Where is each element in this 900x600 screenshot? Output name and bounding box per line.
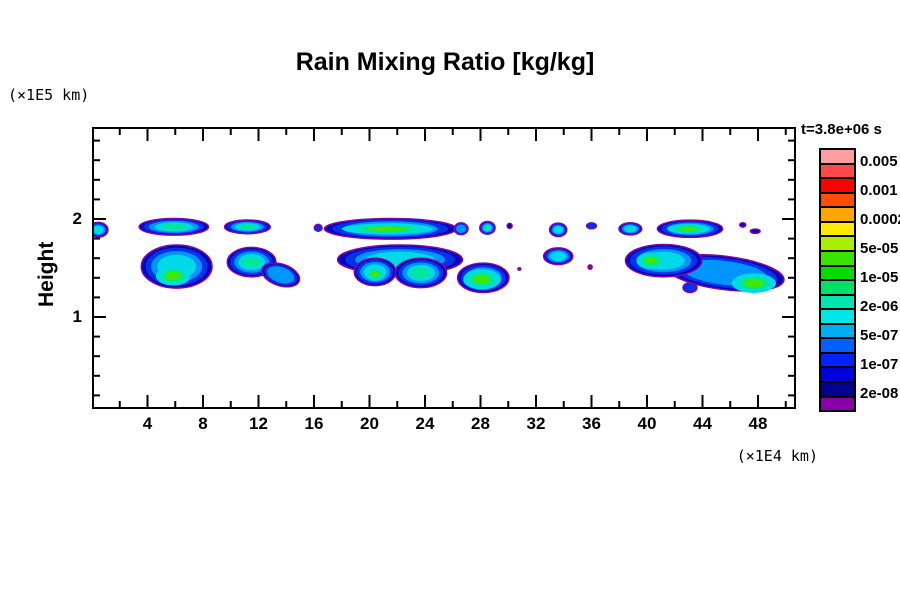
y-axis-unit-label: (×1E5 km) [8, 86, 90, 104]
rain-cell-blob [314, 224, 322, 231]
colorbar [819, 148, 856, 412]
colorbar-label: 0.0002 [860, 211, 900, 229]
rain-cell-blob [242, 256, 261, 268]
colorbar-label: 5e-07 [860, 326, 899, 344]
plot-frame [92, 127, 796, 409]
colorbar-cell [821, 235, 854, 250]
y-tick-label: 2 [72, 209, 82, 228]
x-tick-label: 24 [415, 414, 435, 433]
rain-field [93, 217, 785, 294]
rain-cell-blob [624, 225, 637, 233]
y-tick-label: 1 [72, 307, 82, 326]
x-tick-label: 44 [693, 414, 712, 433]
colorbar-cell [821, 308, 854, 323]
x-tick-label: 8 [198, 414, 208, 433]
chart-title: Rain Mixing Ratio [kg/kg] [295, 48, 595, 76]
rain-cell-blob [683, 283, 697, 292]
rain-cell-blob [160, 223, 188, 231]
colorbar-cell [821, 381, 854, 396]
colorbar-cell [821, 206, 854, 221]
colorbar-cell [821, 279, 854, 294]
colorbar-cell [821, 322, 854, 338]
colorbar-cell [821, 395, 854, 411]
rain-cell-blob [744, 278, 764, 288]
rain-cell-blob [553, 226, 563, 234]
colorbar-cell [821, 337, 854, 352]
rain-cell-blob [644, 256, 658, 265]
rain-cell-blob [550, 251, 567, 261]
rain-cell-blob [93, 225, 104, 234]
x-tick-label: 48 [748, 414, 768, 433]
colorbar-label: 2e-08 [860, 384, 899, 402]
rain-cell-blob [484, 225, 491, 231]
rain-cell-blob [165, 271, 181, 281]
x-tick-label: 12 [249, 414, 268, 433]
rain-cell-blob [749, 228, 761, 235]
colorbar-label: 1e-05 [860, 269, 899, 286]
rain-cell-blob [370, 270, 380, 277]
colorbar-cell [821, 162, 854, 178]
x-tick-label: 16 [304, 414, 324, 433]
x-tick-label: 32 [526, 414, 546, 433]
x-tick-label: 36 [582, 414, 601, 433]
colorbar-cell [821, 220, 854, 236]
legend-time-label: t=3.8e+06 s [801, 121, 882, 138]
colorbar-cell [821, 293, 854, 309]
rain-cell-blob [587, 223, 596, 229]
colorbar-cell [821, 249, 854, 265]
x-axis-unit-label: (×1E4 km) [736, 447, 818, 465]
colorbar-cell [821, 177, 854, 192]
x-tick-label: 28 [471, 414, 490, 433]
rain-cell-blob [456, 224, 467, 234]
colorbar-cell [821, 191, 854, 207]
colorbar-cell [821, 264, 854, 280]
rain-cell-blob [267, 266, 295, 284]
rain-cell-blob [738, 221, 747, 228]
rain-cell-blob [517, 267, 522, 271]
rain-cell-blob [473, 274, 491, 284]
colorbar-label: 1e-07 [860, 355, 899, 373]
colorbar-label: 0.001 [860, 182, 898, 200]
colorbar-label: 5e-05 [860, 240, 899, 258]
colorbar-cell [821, 351, 854, 367]
rain-cell-blob [367, 226, 408, 232]
rain-cell-blob [238, 224, 257, 230]
colorbar-cell [821, 366, 854, 381]
x-tick-label: 20 [360, 414, 379, 433]
colorbar-label: 2e-06 [860, 297, 899, 315]
rain-cell-blob [411, 267, 431, 279]
rain-cell-blob [587, 264, 593, 270]
x-tick-label: 4 [142, 414, 153, 433]
rain-cell-blob [506, 222, 513, 230]
colorbar-label: 0.005 [860, 153, 898, 171]
rain-cell-blob [679, 226, 698, 231]
colorbar-cell [821, 150, 854, 163]
x-tick-label: 40 [637, 414, 657, 433]
